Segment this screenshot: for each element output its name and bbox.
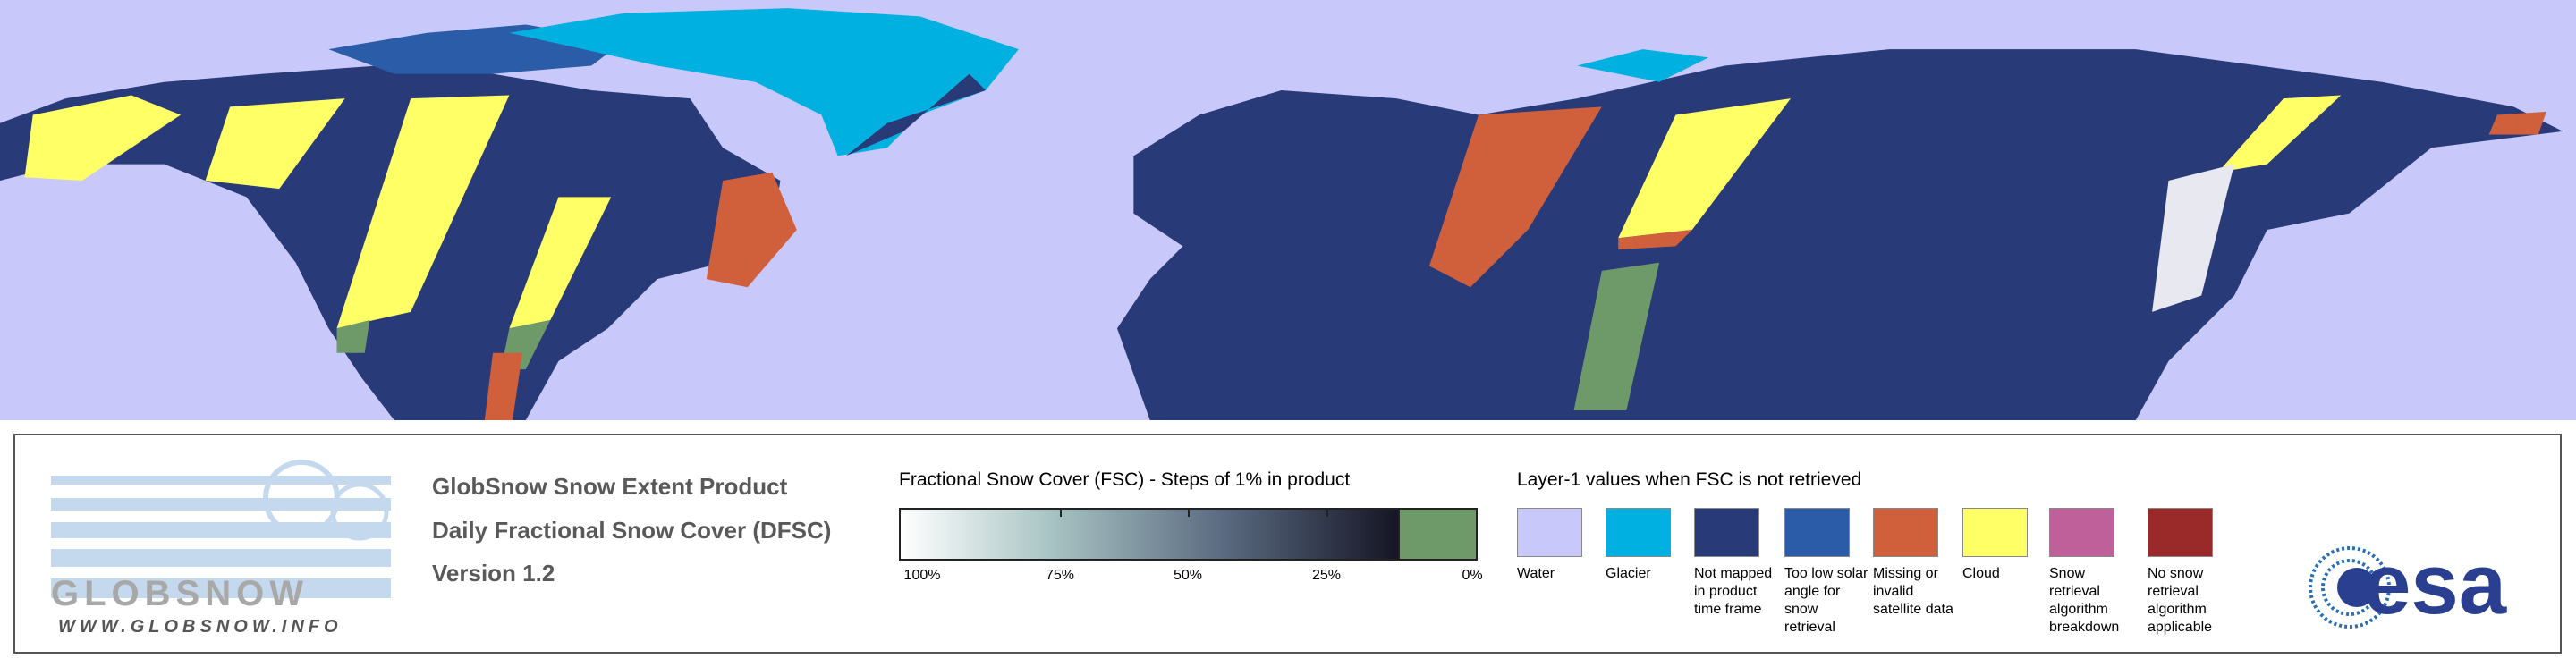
- swath: [1618, 230, 1692, 250]
- swatch: [1784, 508, 1850, 557]
- fsc-tick-label: 75%: [1045, 568, 1075, 583]
- fsc-tick-label: 100%: [903, 568, 941, 583]
- swath: [509, 197, 612, 329]
- swath: [484, 352, 523, 420]
- swatch-label: Water: [1517, 566, 1555, 581]
- legend-panel: GLOBSNOW WWW.GLOBSNOW.INFO GlobSnow Snow…: [13, 434, 2562, 654]
- product-title: GlobSnow Snow Extent Product: [432, 473, 788, 500]
- swatch-label: Snow retrieval algorithm breakdown: [2049, 566, 2120, 635]
- esa-logo: esa: [2363, 536, 2507, 632]
- swatch-label: Too low solar angle for snow retrieval: [1784, 566, 1868, 635]
- swath: [336, 320, 370, 353]
- swatch: [1962, 508, 2028, 557]
- swath: [706, 172, 797, 288]
- fsc-tick-mark: [1188, 508, 1190, 517]
- swatch: [1873, 508, 1938, 557]
- swath: [1618, 98, 1792, 239]
- swath: [24, 95, 182, 181]
- swatch: [1694, 508, 1759, 557]
- swath: [2152, 164, 2234, 312]
- swatch: [1517, 508, 1582, 557]
- fsc-title: Fractional Snow Cover (FSC) - Steps of 1…: [899, 469, 1351, 490]
- svalbard: [1577, 49, 1709, 82]
- fsc-tick-label: 25%: [1311, 568, 1342, 583]
- fsc-tick-label: 0%: [1462, 568, 1483, 583]
- fsc-tick-mark: [1326, 508, 1328, 517]
- swath: [336, 95, 510, 329]
- logo-text: GLOBSNOW: [51, 574, 309, 613]
- swath: [2488, 111, 2546, 135]
- swatch-label: Cloud: [1962, 566, 2000, 581]
- swatch: [2148, 508, 2213, 557]
- product-version: Version 1.2: [432, 560, 555, 587]
- swath: [1573, 262, 1660, 410]
- fsc-tick-mark: [1060, 508, 1062, 517]
- layer1-title: Layer-1 values when FSC is not retrieved: [1517, 469, 1862, 490]
- swath: [2217, 95, 2342, 173]
- snow-map: [0, 0, 2576, 420]
- swath: [205, 98, 345, 190]
- esa-emblem: [2309, 546, 2391, 629]
- fsc-gradient: [899, 508, 1400, 561]
- logo-url: WWW.GLOBSNOW.INFO: [58, 617, 343, 637]
- greenland: [509, 8, 1019, 156]
- swatch-label: Not mapped in product time frame: [1694, 566, 1773, 617]
- globsnow-logo: [51, 460, 391, 598]
- swath: [1428, 106, 1602, 288]
- fsc-tick-label: 50%: [1173, 568, 1203, 583]
- swatch-label: Missing or invalid satellite data: [1873, 566, 1953, 617]
- swatch: [1606, 508, 1671, 557]
- fsc-zero-swatch: [1400, 508, 1478, 561]
- swatch-label: No snow retrieval algorithm applicable: [2148, 566, 2213, 635]
- swatch-label: Glacier: [1606, 566, 1651, 581]
- product-subtitle: Daily Fractional Snow Cover (DFSC): [432, 517, 832, 544]
- greenland-edge: [845, 73, 987, 156]
- swatch: [2049, 508, 2114, 557]
